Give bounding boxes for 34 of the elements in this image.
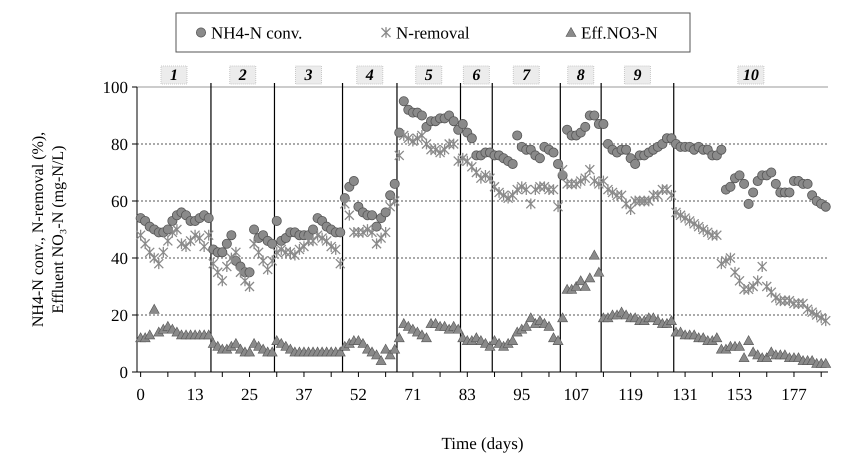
text: 3 [304, 67, 312, 84]
text: 7 [522, 67, 532, 84]
y-tick-label: 100 [102, 78, 128, 97]
y-tick-label: 40 [111, 248, 128, 268]
x-tick-label: 177 [781, 385, 808, 404]
y-axis-title: NH4-N conv., N-removal (%), Effluent NO₃-N (mg-N/L) [30, 132, 67, 328]
y-tick-label: 60 [111, 192, 128, 211]
x-tick-label: 131 [672, 385, 698, 404]
x-tick-label: 71 [404, 385, 422, 404]
legend-label: Eff.NO3-N [581, 23, 658, 42]
x-tick-label: 119 [618, 385, 644, 404]
text: 10 [742, 67, 759, 84]
y-tick-label: 80 [111, 134, 128, 154]
x-tick-label: 0 [136, 385, 145, 404]
x-axis-title: Time (days) [441, 434, 524, 453]
legend-label: N-removal [396, 23, 470, 42]
text: 5 [424, 67, 433, 84]
y-tick-label: 0 [120, 362, 128, 382]
x-tick-label: 25 [241, 385, 258, 404]
text: 6 [472, 67, 480, 84]
x-tick-label: 95 [513, 385, 530, 404]
x-tick-label: 13 [186, 385, 204, 404]
x-tick-label: 107 [563, 385, 590, 404]
text: 2 [238, 67, 247, 84]
text: 4 [364, 67, 374, 84]
x-tick-label: 153 [726, 385, 752, 404]
x-tick-label: 37 [295, 385, 313, 404]
y-tick-label: 20 [111, 306, 128, 325]
text: 9 [633, 67, 642, 84]
legend-label: NH4-N conv. [211, 23, 302, 42]
x-tick-label: 52 [350, 385, 367, 404]
text: 8 [576, 67, 585, 84]
x-tick-label: 83 [458, 385, 476, 404]
text: 1 [170, 67, 178, 84]
